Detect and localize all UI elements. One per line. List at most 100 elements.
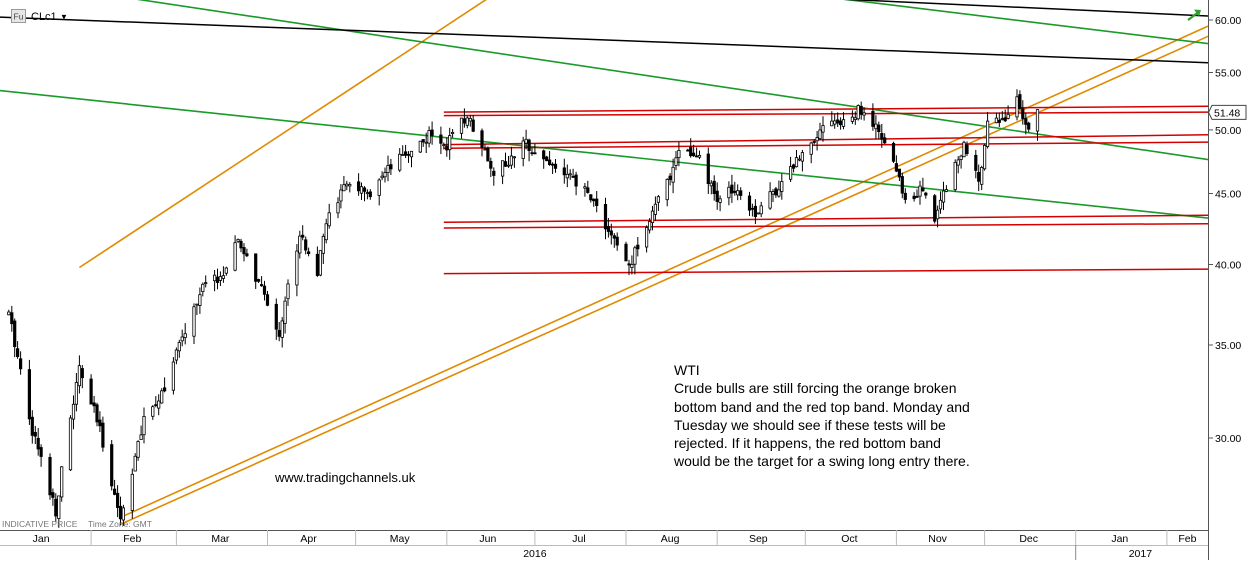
price-bar [830,111,834,127]
price-bar [653,196,658,221]
black-line-trendline-9[interactable] [655,0,1208,17]
y-axis-ticks: 60.00 55.00 50.00 45.00 40.00 35.00 30.00 [1208,15,1241,445]
orange-channel-trendline-1[interactable] [78,0,499,269]
price-bar [980,165,984,191]
price-bar [833,114,837,129]
price-bar [242,243,246,262]
price-bar [74,373,78,412]
month-label: Feb [123,533,141,545]
price-bar [356,173,361,196]
price-bar [677,142,681,167]
price-bar [1003,109,1007,122]
month-label: Sep [749,533,768,545]
price-bar [177,339,181,358]
month-label: May [390,533,411,545]
price-bar [894,155,899,173]
red-band-trendline-12[interactable] [443,134,1208,146]
trendlines-layer [0,0,1209,560]
red-band-trendline-10[interactable] [443,105,1208,113]
x-axis-ticks: Jan Feb Mar Apr May Jun Jul Aug Sep Oct Nov Dec Jan F… [33,530,1197,560]
price-bar [727,181,731,206]
price-bar [89,374,93,405]
analysis-note: WTI Crude bulls are still forcing the or… [673,362,970,469]
price-bar [609,223,613,245]
price-bar [812,139,816,145]
price-bar [280,317,284,348]
price-bar [215,268,220,290]
price-bar [286,279,290,306]
price-bar [218,271,222,286]
price-bar [389,158,393,175]
green-line-trendline-7[interactable] [0,555,138,560]
price-bar [380,171,384,181]
price-bar [468,115,472,127]
red-band-trendline-16[interactable] [443,268,1208,275]
price-bar [403,144,408,158]
red-band-trendline-14[interactable] [443,214,1208,224]
price-bar [650,206,655,231]
green-line-trendline-6[interactable] [773,0,1208,45]
price-bar [568,169,572,180]
month-label: Apr [300,533,317,545]
price-bar [277,322,281,342]
chevron-down-icon[interactable]: ▼ [60,13,68,22]
note-line-5: would be the target for a swing long ent… [673,453,970,469]
price-bar [409,150,414,168]
price-bar [912,192,916,202]
price-bar [574,171,578,196]
price-bar [224,266,228,276]
price-bar [442,142,446,150]
price-bar [974,149,978,179]
price-bar [365,189,370,200]
price-bar [891,141,896,163]
red-band-trendline-13[interactable] [443,141,1208,150]
price-bar [771,189,775,202]
price-bar [918,180,922,205]
price-bar [198,287,202,314]
price-bar [133,453,137,472]
price-bar [706,147,710,194]
price-bar [492,167,496,186]
month-label: Nov [928,533,947,545]
price-bar [797,155,802,162]
y-tick-label: 45.00 [1215,189,1241,201]
price-bar [30,410,34,444]
price-bar [733,181,737,196]
price-bar [430,121,434,145]
price-bar [871,103,875,131]
red-band-trendline-11[interactable] [443,111,1208,117]
price-bar [77,355,81,394]
price-bar [239,238,243,253]
orange-channel-trendline-3[interactable] [120,35,1209,526]
price-bar [101,416,105,452]
y-tick-label: 55.00 [1215,68,1241,80]
green-line-trendline-5[interactable] [79,0,1208,161]
price-bar [136,440,140,461]
month-label: Jan [1111,533,1128,545]
price-bar [506,156,511,168]
price-bar [718,195,722,212]
price-bar [521,136,525,167]
red-band-trendline-15[interactable] [443,222,1208,229]
price-bar [627,259,631,276]
price-bar [192,303,196,344]
price-bar [480,128,484,157]
price-bar [562,158,566,184]
price-bar [439,126,443,155]
price-bar [345,180,349,191]
symbol-selector[interactable]: Fu CLc1 ▼ [11,9,68,24]
price-bar [665,178,669,207]
price-bar [874,115,878,139]
price-bar [80,365,84,389]
price-bar [565,164,569,188]
black-line-trendline-8[interactable] [0,16,1208,64]
price-bar [583,183,587,197]
price-bar [448,127,452,160]
price-bar [236,238,240,243]
month-label: Jan [33,533,50,545]
symbol-ticker: CLc1 [31,11,57,23]
green-line-trendline-4[interactable] [0,89,1208,219]
price-bar [671,158,675,194]
